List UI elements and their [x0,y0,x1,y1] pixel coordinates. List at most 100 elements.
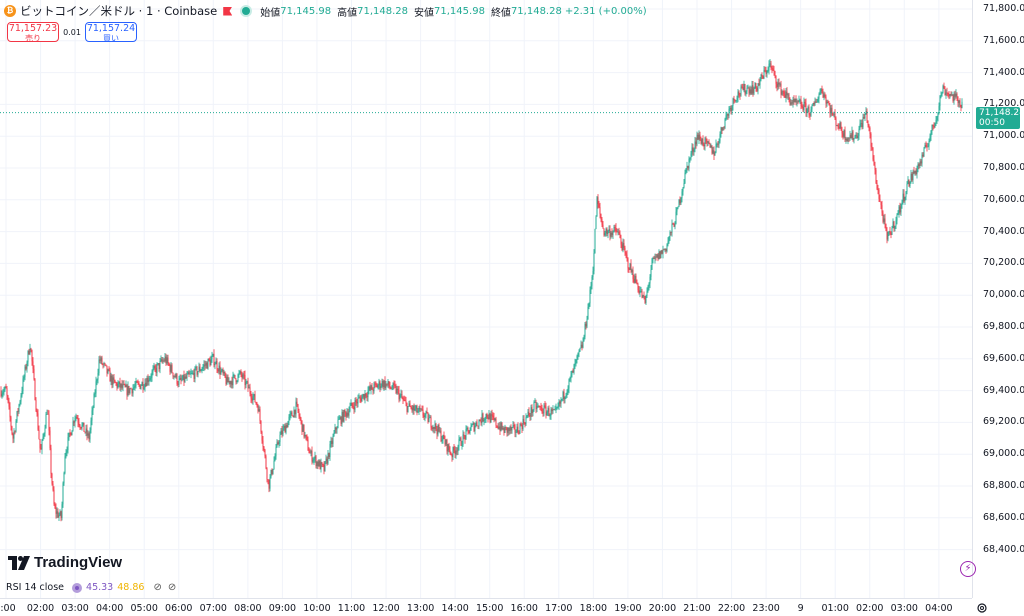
candle-body [949,94,951,96]
candle-body [758,83,760,86]
hidden-eye-icon[interactable]: ⊘ [167,582,177,593]
candle-body [274,456,276,461]
candle-body [811,105,813,110]
candle-body [516,426,518,433]
candle-body [492,415,494,417]
candle-body [195,367,197,368]
lightning-icon[interactable]: ⚡ [960,561,976,577]
price-tick-label: 70,800.00 [983,162,1024,173]
candle-body [105,364,107,366]
candle-body [846,138,848,142]
candle-body [3,390,5,393]
candle-body [699,134,701,140]
candle-body [468,430,470,434]
candle-body [744,84,746,94]
candle-body [118,381,120,385]
candle-body [703,144,705,147]
candle-body [821,89,823,93]
candle-body [919,161,921,167]
candle-body [57,511,59,518]
symbol-title[interactable]: ビットコイン／米ドル · 1 · Coinbase [20,4,218,18]
candle-body [132,388,134,394]
candle-body [804,101,806,104]
candle-body [523,419,525,424]
candle-body [13,431,15,439]
candle-body [82,422,84,425]
candle-body [461,445,463,447]
flag-icon[interactable] [223,7,232,16]
candle-body [312,460,314,462]
candle-body [14,431,16,433]
candle-body [610,232,612,237]
candle-body [645,296,647,303]
rsi-source-icon[interactable] [72,582,83,593]
rsi-name[interactable]: RSI 14 close [6,582,65,593]
candle-body [773,70,775,72]
candle-body [888,231,890,232]
price-chart[interactable] [0,0,972,598]
price-tick-label: 71,600.00 [983,34,1024,46]
candle-body [70,432,72,436]
settings-gear-icon[interactable] [976,602,988,614]
price-axis[interactable]: 71,800.00 71,600.00 71,400.00 71,200.00 71,0… [972,0,1024,598]
candle-body [346,412,348,417]
time-tick-label: 02:00 [26,603,55,614]
candle-body [865,110,867,114]
candle-body [137,382,139,384]
candle-body [870,134,872,147]
candle-body [932,124,934,126]
candle-body [191,373,193,374]
candle-body [739,95,741,96]
candle-body [912,171,914,181]
candle-body [293,409,295,418]
candle-body [338,418,340,420]
candle-body [282,428,284,435]
candle-body [715,144,717,153]
candle-body [678,199,680,207]
candle-body [595,216,597,230]
candle-body [152,368,154,372]
candle-body [723,127,725,129]
time-axis[interactable]: :00 02:00 03:00 04:00 05:00 06:00 07:00 08:00 09… [0,598,972,616]
candle-body [582,341,584,348]
candle-body [617,231,619,233]
candle-body [100,357,102,361]
buy-price: 71,157.24 [86,23,136,34]
hidden-eye-icon[interactable]: ⊘ [153,582,162,593]
candle-body [943,85,945,89]
candle-body [816,102,818,103]
candle-body [646,291,648,297]
candle-body [841,130,843,134]
candle-body [914,170,916,174]
tradingview-logo[interactable]: TradingView [8,554,122,571]
candle-body [465,429,467,440]
sell-button[interactable]: 71,157.23 売り [7,22,59,43]
candle-body [776,83,778,87]
market-status-icon[interactable] [242,7,251,15]
candle-body [375,383,377,385]
candle-body [709,143,711,148]
candle-body [114,380,116,383]
candle-body [898,206,900,214]
candle-body [122,384,124,388]
candle-body [770,63,772,68]
candle-body [733,98,735,101]
candle-body [459,438,461,440]
candle-body [20,395,22,402]
candle-body [598,204,600,208]
buy-button[interactable]: 71,157.24 買い [85,22,137,43]
candle-body [172,372,174,377]
candle-body [880,201,882,206]
candle-body [491,414,493,416]
candle-body [683,182,685,188]
candle-body [251,398,253,401]
candle-body [749,89,751,94]
candle-body [252,396,254,401]
candle-body [237,374,239,382]
candle-body [541,407,543,413]
candle-body [735,100,737,101]
candle-body [128,385,130,394]
candle-body [540,406,542,408]
chart-area[interactable] [0,0,972,598]
candle-body [276,442,278,448]
